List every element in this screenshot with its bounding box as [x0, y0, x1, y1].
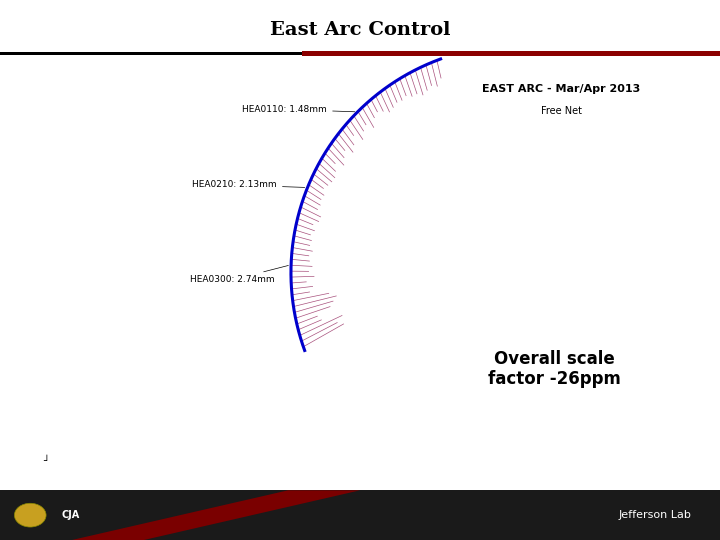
Text: HEA0300: 2.74mm: HEA0300: 2.74mm — [190, 266, 289, 284]
Text: Overall scale
factor -26ppm: Overall scale factor -26ppm — [488, 349, 621, 388]
Text: EAST ARC - Mar/Apr 2013: EAST ARC - Mar/Apr 2013 — [482, 84, 641, 94]
Text: HEA0110: 1.48mm: HEA0110: 1.48mm — [243, 105, 355, 114]
Text: East Arc Control: East Arc Control — [270, 21, 450, 39]
Text: HEA0210: 2.13mm: HEA0210: 2.13mm — [192, 180, 305, 190]
Text: Free Net: Free Net — [541, 106, 582, 116]
Text: ┘: ┘ — [43, 456, 49, 466]
Text: Jefferson Lab: Jefferson Lab — [618, 510, 691, 520]
Text: CJA: CJA — [61, 510, 79, 520]
